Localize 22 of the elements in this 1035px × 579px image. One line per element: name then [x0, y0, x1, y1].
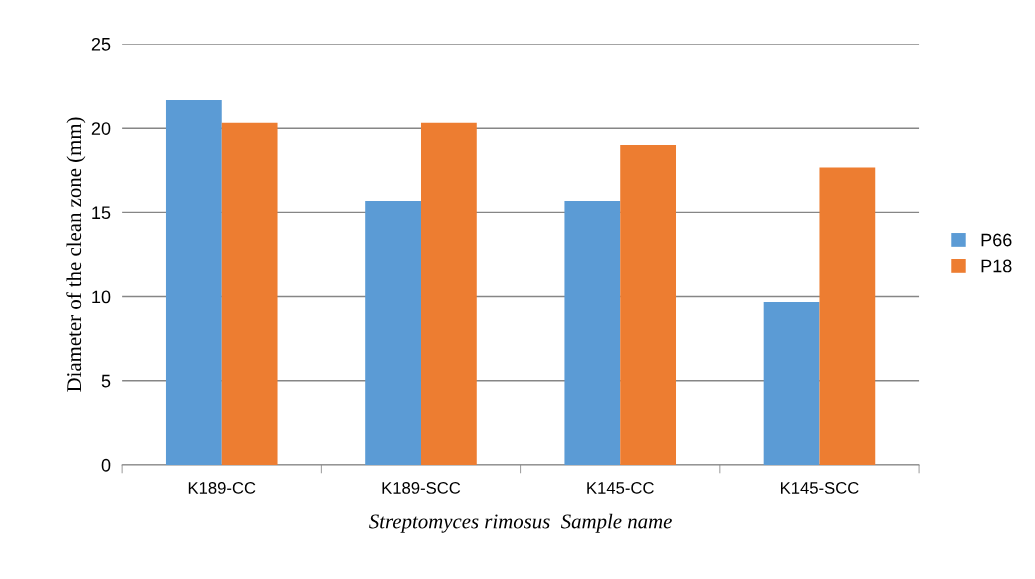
bar: [165, 100, 222, 465]
x-tick-label: K189-SCC: [382, 482, 461, 494]
y-tick-label: 5: [101, 374, 111, 388]
bar: [620, 145, 677, 465]
x-tick-label: K145-SCC: [781, 482, 859, 494]
bar: [763, 302, 820, 465]
bar: [221, 122, 278, 465]
legend-label: P18: [981, 259, 1012, 273]
y-tick-label: 10: [92, 290, 111, 304]
y-tick-label: 25: [91, 37, 111, 51]
bar: [365, 201, 421, 465]
bar: [420, 122, 477, 465]
legend-label: P66: [981, 233, 1012, 247]
y-tick-label: 0: [101, 458, 111, 472]
y-tick-label: 20: [91, 122, 111, 135]
x-tick-label: K189-CC: [188, 482, 256, 494]
x-axis-title: Streptomyces rimosus Sample name: [369, 513, 672, 533]
y-axis-title: Diameter of the clean zone (mm): [66, 117, 86, 392]
x-tick-label: K145-CC: [587, 482, 654, 494]
y-tick-label: 15: [92, 206, 111, 220]
bar: [819, 167, 876, 465]
bar: [564, 201, 621, 465]
